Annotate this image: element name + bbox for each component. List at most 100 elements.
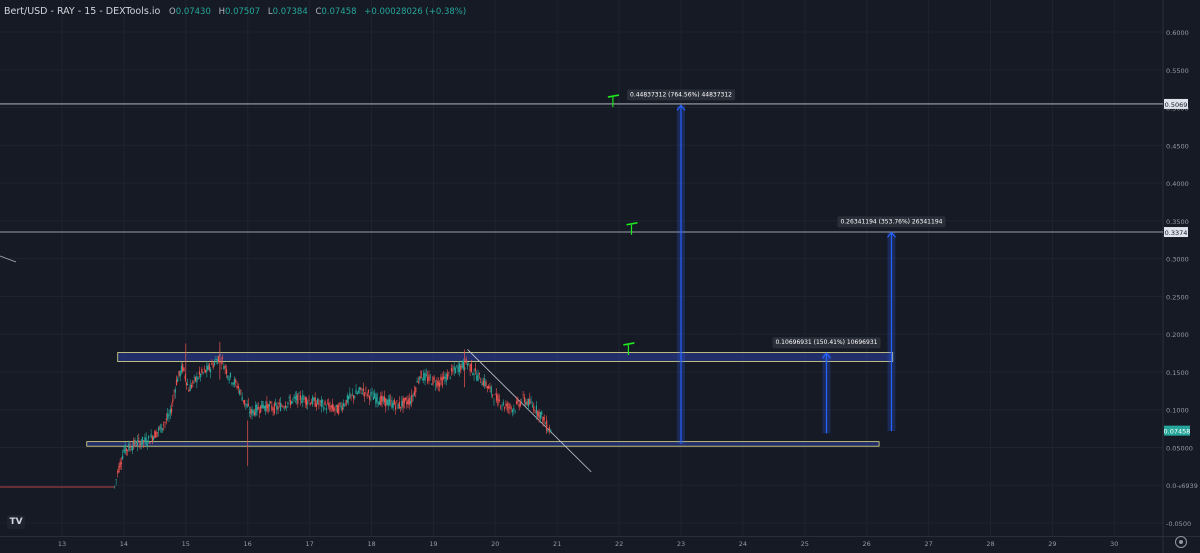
x-tick-label: 16	[244, 540, 252, 548]
drawing-line-fragment[interactable]	[0, 255, 17, 263]
price-range-measure[interactable]: 0.44837312 (764.56%) 44837312	[627, 89, 736, 444]
settings-gear-icon[interactable]	[1175, 536, 1187, 548]
candle-body	[134, 440, 136, 445]
candle-body	[329, 406, 331, 411]
trendline[interactable]	[467, 349, 592, 473]
candle-body	[542, 416, 544, 423]
candle-body	[198, 371, 201, 375]
candle-body	[477, 373, 479, 381]
candle-body	[450, 367, 453, 372]
candle-body	[408, 398, 410, 405]
candle-body	[490, 387, 492, 394]
candle-body	[250, 409, 252, 414]
candle-body	[325, 407, 327, 410]
candle-body	[369, 396, 371, 400]
target-flag-icon[interactable]	[626, 221, 638, 235]
candle-body	[367, 390, 370, 393]
candle-body	[296, 395, 298, 401]
candle-body	[125, 448, 127, 452]
symbol-title[interactable]: Bert/USD - RAY - 15 - DEXTools.io	[4, 6, 161, 17]
candle-body	[438, 382, 441, 387]
candle-body	[481, 383, 483, 386]
candle-body	[153, 436, 155, 440]
candle-body	[351, 393, 353, 395]
candle-body	[424, 372, 426, 381]
candle-body	[314, 397, 316, 407]
candle-body	[514, 410, 516, 412]
candle-body	[522, 394, 524, 395]
candle-body	[377, 402, 379, 404]
candle-body	[144, 437, 146, 442]
candle-body	[399, 406, 402, 408]
x-tick-label: 18	[367, 540, 375, 548]
candle-body	[164, 421, 166, 424]
candle-body	[335, 404, 337, 407]
candle-body	[124, 444, 126, 454]
support-resistance-zone[interactable]	[86, 441, 880, 447]
candle-body	[304, 396, 306, 403]
candle-body	[534, 412, 536, 413]
candle-body	[427, 376, 429, 382]
measure-label: 0.26341194 (353.76%) 26341194	[840, 218, 942, 225]
candle-body	[371, 392, 373, 393]
candle-body	[150, 434, 152, 438]
price-badge[interactable]	[1164, 98, 1188, 109]
x-tick-label: 19	[429, 540, 437, 548]
x-tick-label: 21	[553, 540, 561, 548]
candle-body	[535, 405, 538, 414]
current-price-badge[interactable]	[1164, 425, 1190, 436]
candle-body	[442, 376, 445, 379]
candle-body	[122, 455, 124, 459]
close-value: 0.07458	[321, 7, 357, 17]
candle-body	[200, 373, 202, 378]
candle-body	[446, 373, 449, 380]
candle-body	[284, 405, 287, 408]
candle-body	[326, 403, 329, 405]
candle-body	[360, 387, 362, 390]
price-badge[interactable]	[1164, 227, 1188, 238]
candle-body	[196, 376, 198, 383]
price-range-measure[interactable]: 0.10696931 (150.41%) 10696931	[772, 337, 881, 434]
candle-body	[378, 401, 381, 405]
candle-body	[503, 407, 506, 409]
candle-body	[505, 404, 507, 406]
candle-body	[448, 372, 450, 373]
candle-body	[302, 394, 304, 403]
measure-label-bg	[627, 89, 736, 101]
candle-body	[291, 401, 293, 404]
candle-body	[416, 381, 418, 383]
candle-body	[261, 400, 263, 409]
candle-body	[247, 403, 249, 406]
candle-body	[123, 450, 125, 452]
candle-body	[197, 378, 199, 380]
candle-body	[246, 404, 248, 408]
candle-body	[343, 403, 345, 407]
candle-body	[392, 403, 394, 408]
candle-body	[538, 412, 540, 418]
candle-body	[456, 365, 458, 367]
candle-body	[441, 377, 443, 386]
candle-body	[346, 395, 348, 403]
target-flag-icon[interactable]	[607, 94, 620, 108]
target-flag-icon[interactable]	[623, 342, 635, 355]
candle-body	[356, 392, 358, 395]
candle-body	[140, 443, 142, 445]
candle-body	[180, 366, 183, 373]
y-tick-label: 0.6000	[1166, 29, 1189, 37]
candle-body	[305, 397, 308, 405]
candle-body	[119, 461, 121, 468]
tradingview-logo[interactable]: TV	[7, 515, 25, 529]
candle-body	[154, 431, 156, 438]
candle-body	[458, 363, 461, 372]
candle-body	[225, 369, 228, 374]
candle-body	[263, 405, 266, 409]
low-label: L	[267, 7, 273, 17]
candle-body	[227, 375, 229, 379]
candle-body	[547, 431, 549, 432]
candle-body	[340, 405, 342, 409]
candle-body	[286, 406, 288, 408]
support-resistance-zone[interactable]	[117, 352, 894, 362]
price-range-measure[interactable]: 0.26341194 (353.76%) 26341194	[837, 216, 946, 432]
candle-body	[385, 398, 387, 407]
